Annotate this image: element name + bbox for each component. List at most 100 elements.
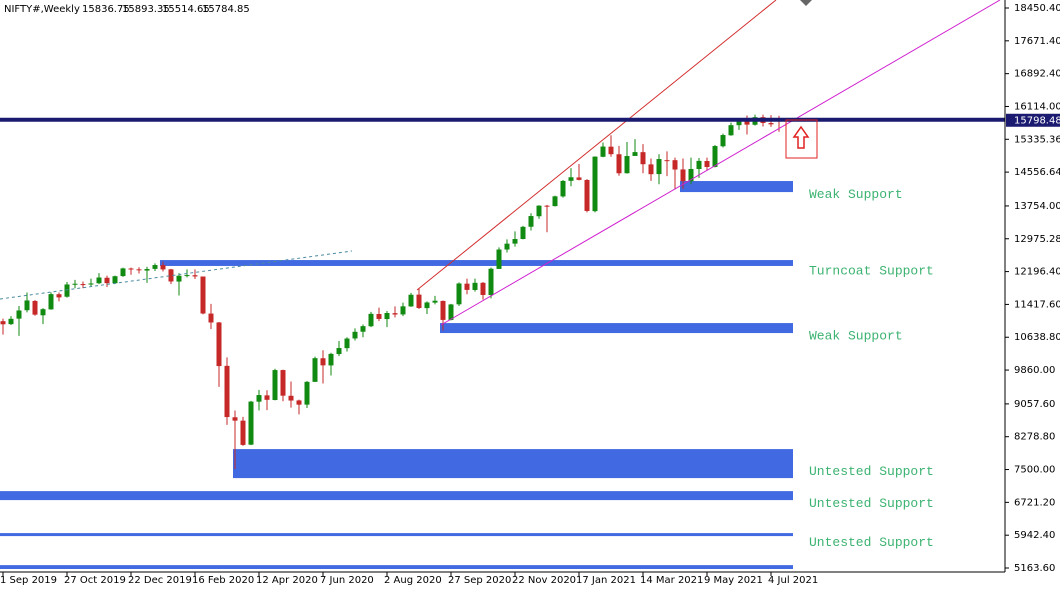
candle-body	[664, 160, 670, 162]
candle-body	[176, 275, 182, 282]
y-tick-label: 5942.40	[1014, 530, 1055, 541]
marker	[800, 0, 812, 6]
candle-body	[640, 152, 646, 165]
candle-body	[376, 314, 382, 319]
candle-body	[400, 306, 406, 315]
candle-body	[328, 353, 334, 366]
candle-body	[320, 358, 326, 366]
zone-label: Turncoat Support	[809, 263, 934, 278]
candle-body	[704, 161, 710, 167]
y-tick-label: 6721.20	[1014, 497, 1055, 508]
x-tick-label: 27 Oct 2019	[64, 575, 126, 586]
channel-line	[416, 0, 777, 291]
candle-body	[688, 168, 694, 182]
candle-body	[696, 160, 702, 170]
candle-body	[736, 119, 742, 126]
candle-body	[24, 300, 30, 311]
candle-body	[72, 283, 78, 285]
candle-body	[512, 239, 518, 244]
x-tick-label: 22 Dec 2019	[128, 575, 192, 586]
support-zone	[233, 449, 793, 479]
y-tick-label: 13754.00	[1014, 201, 1060, 212]
candle-body	[424, 302, 430, 309]
candle-body	[200, 276, 206, 314]
x-tick-label: 16 Feb 2020	[192, 575, 254, 586]
y-tick-label: 14556.64	[1014, 167, 1060, 178]
y-tick-label: 9057.60	[1014, 399, 1055, 410]
dashed-trendline	[0, 250, 353, 300]
support-zone	[680, 181, 793, 193]
candle-body	[120, 268, 126, 277]
candle-body	[528, 216, 534, 227]
candle-body	[720, 135, 726, 147]
candle-body	[208, 313, 214, 323]
candle-body	[464, 283, 470, 290]
candle-body	[440, 300, 446, 320]
candle-body	[248, 401, 254, 445]
candle-body	[216, 322, 222, 367]
candle-body	[520, 226, 526, 239]
candle-body	[288, 395, 294, 401]
zone-label: Untested Support	[809, 464, 934, 479]
candle-body	[616, 154, 622, 174]
candle-body	[560, 180, 566, 197]
highlight-box	[785, 119, 818, 159]
chart-title: NIFTY#,Weekly	[4, 4, 80, 15]
y-tick-label: 11417.60	[1014, 299, 1060, 310]
y-tick-label: 12196.40	[1014, 267, 1060, 278]
candle-body	[456, 283, 462, 305]
candle-body	[648, 164, 654, 175]
candle-body	[384, 312, 390, 320]
candle-body	[352, 331, 358, 339]
y-tick-label: 18450.40	[1014, 3, 1060, 14]
candle-body	[592, 156, 598, 212]
x-tick-label: 12 Apr 2020	[256, 575, 318, 586]
candle-body	[80, 284, 86, 286]
candle-body	[8, 318, 14, 325]
x-tick-label: 1 Sep 2019	[0, 575, 57, 586]
zone-label: Weak Support	[809, 329, 903, 344]
candle-body	[88, 283, 94, 285]
candle-body	[104, 277, 110, 284]
zone-label: Untested Support	[809, 535, 934, 550]
candle-body	[544, 205, 550, 207]
candle-body	[144, 269, 150, 271]
candle-body	[48, 294, 54, 310]
candle-body	[280, 370, 286, 396]
candle-body	[408, 294, 414, 307]
y-tick-label: 17671.40	[1014, 36, 1060, 47]
candle-body	[152, 265, 158, 269]
y-tick-label: 16114.00	[1014, 101, 1060, 112]
x-tick-label: 14 Mar 2021	[640, 575, 703, 586]
candle-body	[656, 159, 662, 175]
y-tick-label: 8278.80	[1014, 432, 1055, 443]
candle-body	[360, 326, 366, 332]
candle-body	[472, 282, 478, 290]
header-open: 15836.75	[82, 4, 130, 15]
support-zone	[0, 491, 793, 501]
candle-body	[40, 309, 46, 316]
support-zone	[160, 260, 793, 266]
candle-body	[744, 119, 750, 125]
candle-body	[584, 179, 590, 211]
candle-body	[632, 152, 638, 156]
x-tick-label: 9 May 2021	[704, 575, 763, 586]
candle-body	[64, 284, 70, 297]
x-tick-label: 22 Nov 2020	[512, 575, 576, 586]
candle-body	[312, 358, 318, 382]
support-zone	[0, 533, 793, 537]
price-tag-label: 15798.48	[1014, 115, 1060, 126]
candle-body	[96, 277, 102, 284]
x-tick-label: 2 Aug 2020	[384, 575, 442, 586]
candle-body	[264, 395, 270, 400]
candle-body	[112, 276, 118, 284]
candle-body	[296, 400, 302, 405]
candle-body	[272, 370, 278, 400]
candle-body	[488, 268, 494, 296]
x-tick-label: 4 Jul 2021	[768, 575, 818, 586]
candle-body	[728, 125, 734, 136]
candle-body	[232, 417, 238, 421]
candle-body	[56, 294, 62, 298]
header-close: 15784.85	[202, 4, 250, 15]
y-tick-label: 15335.36	[1014, 134, 1060, 145]
